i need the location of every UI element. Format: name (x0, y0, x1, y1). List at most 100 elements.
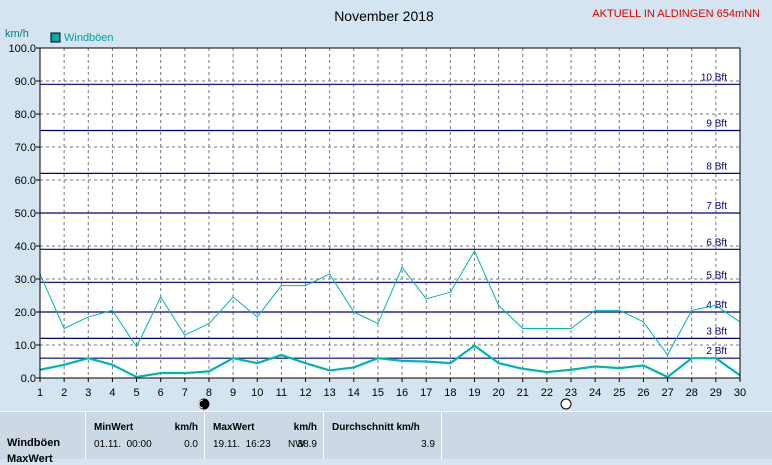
data-point-mean (329, 369, 331, 372)
data-point-mean (642, 364, 645, 367)
min-header: MinWert (94, 422, 134, 433)
max-time: 19.11. 16:23 (213, 439, 271, 450)
y-tick-label: 90.0 (15, 76, 36, 88)
data-point-mean (160, 372, 162, 374)
x-tick-label: 24 (589, 387, 601, 399)
beaufort-label: 7 Bft (706, 201, 727, 212)
stats-col-max: MaxWert km/h 19.11. 16:23 NW 38.9 (205, 412, 324, 459)
data-point-max (473, 250, 476, 252)
data-point-max (642, 321, 645, 323)
data-point-mean (87, 357, 89, 359)
y-tick-label: 40.0 (15, 241, 36, 253)
data-point-max (570, 327, 572, 330)
data-point-max (280, 285, 282, 287)
new-moon-icon-highlight (198, 399, 204, 409)
x-tick-label: 9 (230, 387, 236, 399)
avg-header: Durchschnitt km/h (332, 422, 420, 433)
data-point-mean (449, 362, 451, 364)
data-point-mean (135, 376, 138, 378)
max-direction: NW (288, 439, 305, 450)
x-tick-label: 10 (251, 387, 263, 399)
data-point-max (256, 316, 258, 318)
min-unit: km/h (174, 422, 198, 433)
x-tick-label: 17 (420, 387, 432, 399)
data-point-mean (666, 376, 669, 378)
data-point-mean (473, 345, 476, 347)
data-point-max (691, 309, 693, 311)
data-point-mean (715, 357, 717, 359)
x-tick-label: 2 (61, 387, 67, 399)
x-tick-label: 19 (468, 387, 480, 399)
min-time: 01.11. 00:00 (94, 439, 152, 450)
y-tick-label: 10.0 (15, 340, 36, 352)
data-point-max (425, 298, 427, 300)
y-tick-label: 80.0 (15, 109, 36, 121)
min-value: 0.0 (184, 439, 198, 450)
max-header: MaxWert (213, 422, 255, 433)
x-tick-label: 13 (324, 387, 336, 399)
series-line-mean (39, 344, 741, 379)
stats-col-label: Windböen MaxWert (0, 412, 86, 465)
beaufort-label: 6 Bft (706, 237, 727, 248)
beaufort-label: 2 Bft (706, 346, 727, 357)
data-point-mean (377, 357, 379, 359)
data-point-mean (425, 360, 427, 363)
chart: November 2018 AKTUELL IN ALDINGEN 654mNN… (5, 8, 760, 410)
data-point-mean (63, 364, 65, 366)
data-point-max (353, 311, 355, 313)
data-point-max (449, 291, 451, 293)
full-moon-icon (560, 398, 572, 410)
y-tick-label: 100.0 (8, 43, 36, 55)
data-point-mean (353, 366, 355, 369)
stats-table: Windböen MaxWert MinWert km/h 01.11. 00:… (0, 411, 772, 465)
data-point-max (546, 327, 548, 330)
x-tick-label: 6 (158, 387, 164, 399)
stats-row-label: Windböen (7, 437, 61, 449)
data-point-max (666, 354, 669, 356)
max-unit: km/h (293, 422, 317, 433)
x-tick-label: 29 (710, 387, 722, 399)
data-point-max (304, 285, 307, 287)
y-tick-label: 50.0 (15, 208, 36, 220)
legend-swatch (50, 32, 61, 43)
x-tick-label: 8 (206, 387, 212, 399)
moon-phases (198, 398, 572, 410)
data-point-mean (184, 372, 186, 374)
data-point-max (184, 334, 186, 336)
data-point-mean (280, 354, 282, 356)
data-point-mean (401, 360, 403, 362)
legend-label: Windböen (64, 32, 114, 44)
x-tick-label: 14 (348, 387, 360, 399)
data-point-max (715, 304, 717, 306)
data-point-max (522, 327, 524, 330)
data-point-max (87, 316, 89, 318)
data-point-max (160, 296, 162, 298)
stats-row-label-2: MaxWert (7, 453, 53, 465)
beaufort-label: 3 Bft (706, 326, 727, 337)
x-tick-label: 22 (541, 387, 553, 399)
data-point-max (618, 309, 620, 311)
y-unit-label: km/h (5, 28, 29, 40)
x-tick-label: 5 (133, 387, 139, 399)
data-point-mean (594, 365, 596, 368)
x-tick-label: 12 (299, 387, 311, 399)
x-tick-label: 15 (372, 387, 384, 399)
data-point-mean (546, 371, 548, 373)
data-point-mean (208, 370, 210, 372)
x-tick-label: 18 (444, 387, 456, 399)
y-tick-label: 70.0 (15, 142, 36, 154)
data-series (39, 250, 741, 379)
y-tick-label: 20.0 (15, 307, 36, 319)
avg-value: 3.9 (421, 439, 435, 450)
data-point-mean (522, 368, 524, 370)
x-tick-label: 23 (565, 387, 577, 399)
data-point-max (111, 309, 114, 311)
x-tick-label: 16 (396, 387, 408, 399)
x-axis-ticks: 1 2 3 4 5 6 7 8 9 10 11 12 13 14 15 16 17 18 19 20 21 22 23 24 2… (37, 378, 746, 399)
data-point-mean (570, 369, 572, 371)
y-axis-ticks: 0.0 10.0 20.0 30.0 40.0 50.0 60.0 70.0 80.0 90.0 1… (8, 43, 40, 385)
data-point-max (329, 273, 331, 275)
data-point-max (232, 296, 234, 298)
x-tick-label: 4 (109, 387, 115, 399)
